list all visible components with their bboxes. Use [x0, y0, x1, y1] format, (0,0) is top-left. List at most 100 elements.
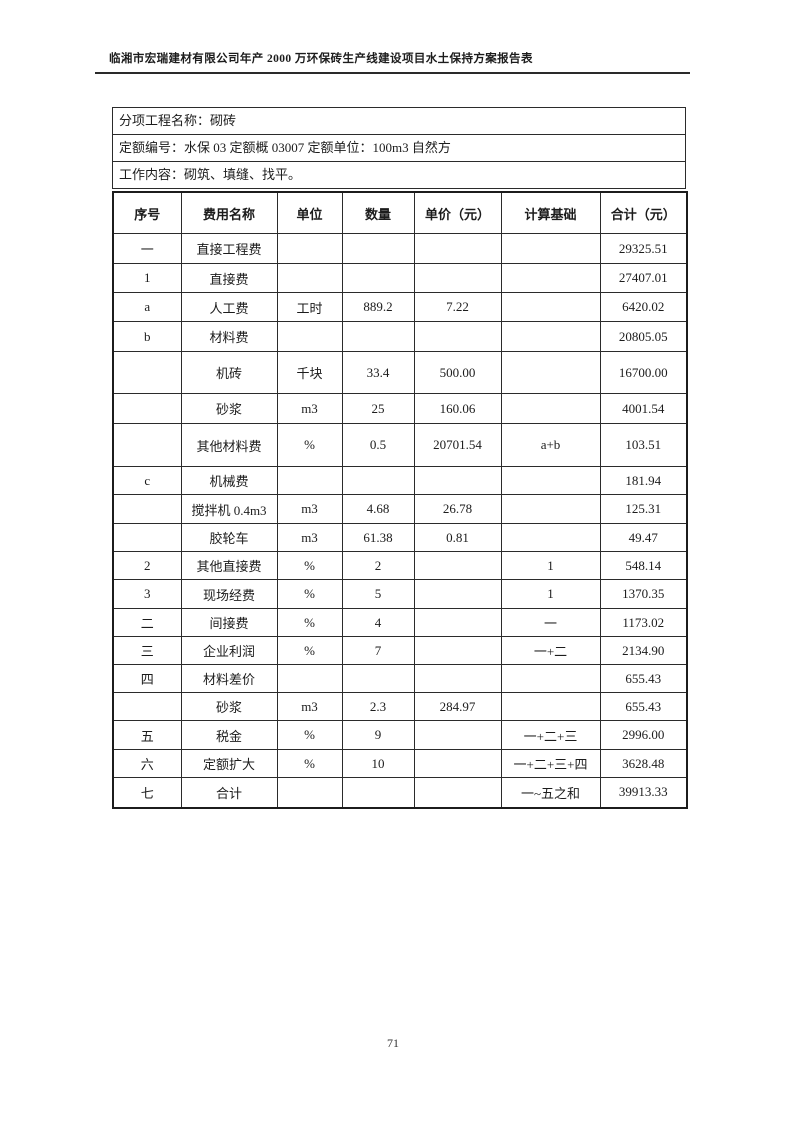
- table-cell: [500, 692, 601, 721]
- table-cell: 6420.02: [599, 292, 688, 322]
- table-cell: [500, 466, 601, 495]
- table-row: 七合计 一~五之和 39913.33: [112, 777, 688, 808]
- table-cell: %: [276, 636, 343, 665]
- table-row: 砂浆 m3 25 160.06 4001.54: [112, 393, 688, 424]
- table-cell: 500.00: [413, 351, 502, 394]
- document-header-title: 临湘市宏瑞建材有限公司年产 2000 万环保砖生产线建设项目水土保持方案报告表: [109, 53, 533, 65]
- table-cell: 889.2: [341, 292, 415, 322]
- column-header: 计算基础: [500, 191, 601, 234]
- table-cell: [413, 579, 502, 609]
- table-cell: 1173.02: [599, 608, 688, 637]
- table-cell: [500, 393, 601, 424]
- table-cell: 砂浆: [180, 393, 278, 424]
- column-header: 单位: [276, 191, 343, 234]
- table-cell: [112, 692, 182, 721]
- table-cell: 160.06: [413, 393, 502, 424]
- table-cell: [276, 664, 343, 693]
- info-row-project-name: 分项工程名称：砌砖: [119, 113, 237, 128]
- table-cell: 五: [112, 720, 182, 750]
- table-cell: [413, 749, 502, 778]
- table-cell: a: [112, 292, 182, 322]
- table-cell: [341, 777, 415, 808]
- table-cell: 工时: [276, 292, 343, 322]
- table-cell: c: [112, 466, 182, 495]
- table-cell: [413, 233, 502, 264]
- table-cell: 103.51: [599, 423, 688, 467]
- table-row: b 材料费 20805.05: [112, 321, 688, 352]
- table-cell: 181.94: [599, 466, 688, 495]
- table-cell: [276, 466, 343, 495]
- table-cell: %: [276, 749, 343, 778]
- table-cell: 548.14: [599, 551, 688, 580]
- table-row: 3 现场经费% 5 1 1370.35: [112, 579, 688, 609]
- table-cell: 25: [341, 393, 415, 424]
- table-cell: 61.38: [341, 523, 415, 552]
- table-cell: 人工费: [180, 292, 278, 322]
- table-cell: [112, 423, 182, 467]
- table-cell: 现场经费: [180, 579, 278, 609]
- table-row: 六定额扩大% 10 一+二+三+四 3628.48: [112, 749, 688, 778]
- table-cell: 其他直接费: [180, 551, 278, 580]
- table-cell: [341, 233, 415, 264]
- table-cell: 16700.00: [599, 351, 688, 394]
- table-cell: 一~五之和: [500, 777, 601, 808]
- table-cell: 10: [341, 749, 415, 778]
- table-cell: 二: [112, 608, 182, 637]
- table-row: 一直接工程费 29325.51: [112, 233, 688, 264]
- table-body: 一直接工程费 29325.51 1 直接费 27407.01 a 人工费 工时 889.2 7.2…: [112, 233, 688, 808]
- table-cell: 0.81: [413, 523, 502, 552]
- table-cell: 间接费: [180, 608, 278, 637]
- table-cell: 655.43: [599, 664, 688, 693]
- table-cell: 1: [500, 579, 601, 609]
- table-cell: %: [276, 608, 343, 637]
- table-cell: [276, 777, 343, 808]
- table-row: 胶轮车 m3 61.38 0.81 49.47: [112, 523, 688, 552]
- table-cell: 一+二: [500, 636, 601, 665]
- table-cell: 125.31: [599, 494, 688, 524]
- column-header: 费用名称: [180, 191, 278, 234]
- table-cell: [341, 664, 415, 693]
- table-cell: 胶轮车: [180, 523, 278, 552]
- table-cell: 26.78: [413, 494, 502, 524]
- table-cell: 一+二+三: [500, 720, 601, 750]
- table-cell: 四: [112, 664, 182, 693]
- table-cell: m3: [276, 494, 343, 524]
- table-cell: 机械费: [180, 466, 278, 495]
- page-number: 71: [387, 1036, 399, 1050]
- table-cell: 655.43: [599, 692, 688, 721]
- table-cell: %: [276, 423, 343, 467]
- table-cell: 4.68: [341, 494, 415, 524]
- table-cell: 2.3: [341, 692, 415, 721]
- table-row: 搅拌机 0.4m3 m3 4.68 26.78 125.31: [112, 494, 688, 524]
- table-cell: 3: [112, 579, 182, 609]
- column-header: 数量: [341, 191, 415, 234]
- table-cell: [413, 551, 502, 580]
- table-cell: 27407.01: [599, 263, 688, 293]
- table-cell: 2996.00: [599, 720, 688, 750]
- column-header: 单价（元）: [413, 191, 502, 234]
- table-row: 五税金% 9 一+二+三 2996.00: [112, 720, 688, 750]
- table-cell: m3: [276, 523, 343, 552]
- table-cell: 一+二+三+四: [500, 749, 601, 778]
- table-cell: 9: [341, 720, 415, 750]
- table-cell: 284.97: [413, 692, 502, 721]
- table-cell: 1370.35: [599, 579, 688, 609]
- table-cell: 20701.54: [413, 423, 502, 467]
- table-row: a 人工费 工时 889.2 7.22 6420.02: [112, 292, 688, 322]
- table-row: 砂浆 m3 2.3 284.97 655.43: [112, 692, 688, 721]
- page-header: 临湘市宏瑞建材有限公司年产 2000 万环保砖生产线建设项目水土保持方案报告表: [95, 50, 690, 74]
- table-row: 机砖 千块 33.4 500.00 16700.00: [112, 351, 688, 394]
- table-cell: 1: [112, 263, 182, 293]
- column-header: 合计（元）: [599, 191, 688, 234]
- table-cell: [500, 523, 601, 552]
- table-cell: [413, 664, 502, 693]
- table-cell: [112, 494, 182, 524]
- table-cell: [500, 494, 601, 524]
- table-cell: %: [276, 720, 343, 750]
- table-cell: [413, 777, 502, 808]
- table-cell: %: [276, 551, 343, 580]
- table-cell: [413, 263, 502, 293]
- table-row: 其他材料费% 0.5 20701.54 a+b 103.51: [112, 423, 688, 467]
- table-cell: [276, 233, 343, 264]
